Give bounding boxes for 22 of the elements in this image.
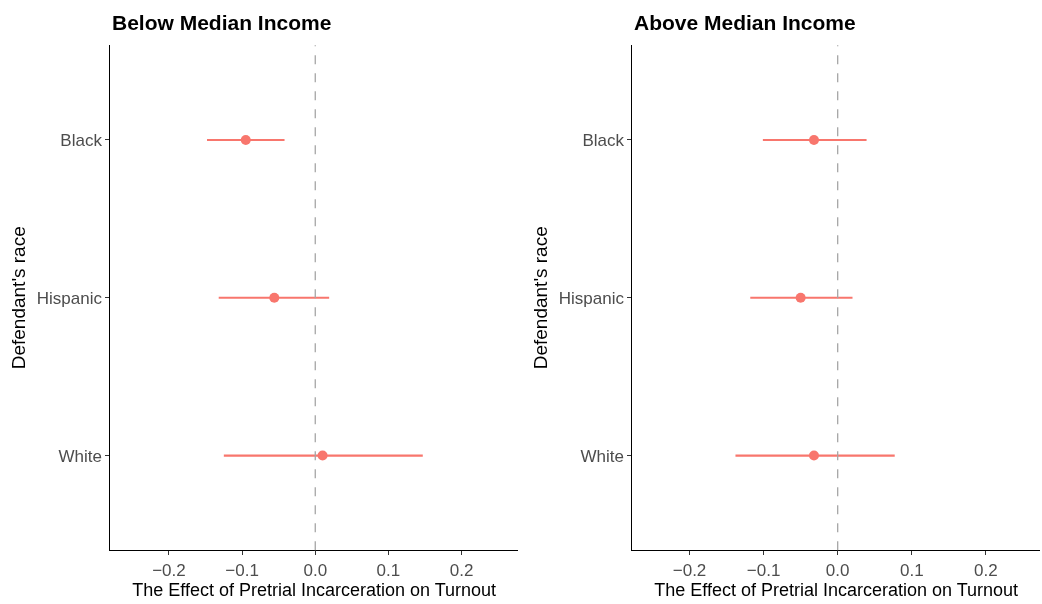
x-axis-title: The Effect of Pretrial Incarceration on Turnout <box>132 579 497 600</box>
y-tick-label: White <box>58 446 102 466</box>
y-tick-label: Black <box>60 130 103 150</box>
y-tick-label: Hispanic <box>558 288 625 308</box>
chart-title: Below Median Income <box>112 11 332 34</box>
x-tick-label: −0.2 <box>152 560 186 580</box>
y-tick-label: Hispanic <box>36 288 103 308</box>
y-tick-label: White <box>580 446 624 466</box>
x-axis-title: The Effect of Pretrial Incarceration on Turnout <box>654 579 1019 600</box>
chart-title: Above Median Income <box>634 11 856 34</box>
y-axis-title: Defendant's race <box>7 226 29 370</box>
x-tick-label: 0.2 <box>974 560 998 580</box>
x-tick-label: −0.1 <box>746 560 781 580</box>
x-tick-label: 0.1 <box>899 560 924 580</box>
x-tick-label: 0.2 <box>449 560 474 580</box>
y-axis-title: Defendant's race <box>529 226 551 370</box>
x-tick-label: 0.0 <box>303 560 328 580</box>
x-tick-label: −0.1 <box>225 560 259 580</box>
x-tick-label: −0.2 <box>672 560 707 580</box>
x-tick-label: 0.1 <box>376 560 401 580</box>
x-tick-label: 0.0 <box>825 560 850 580</box>
y-tick-label: Black <box>582 130 625 150</box>
